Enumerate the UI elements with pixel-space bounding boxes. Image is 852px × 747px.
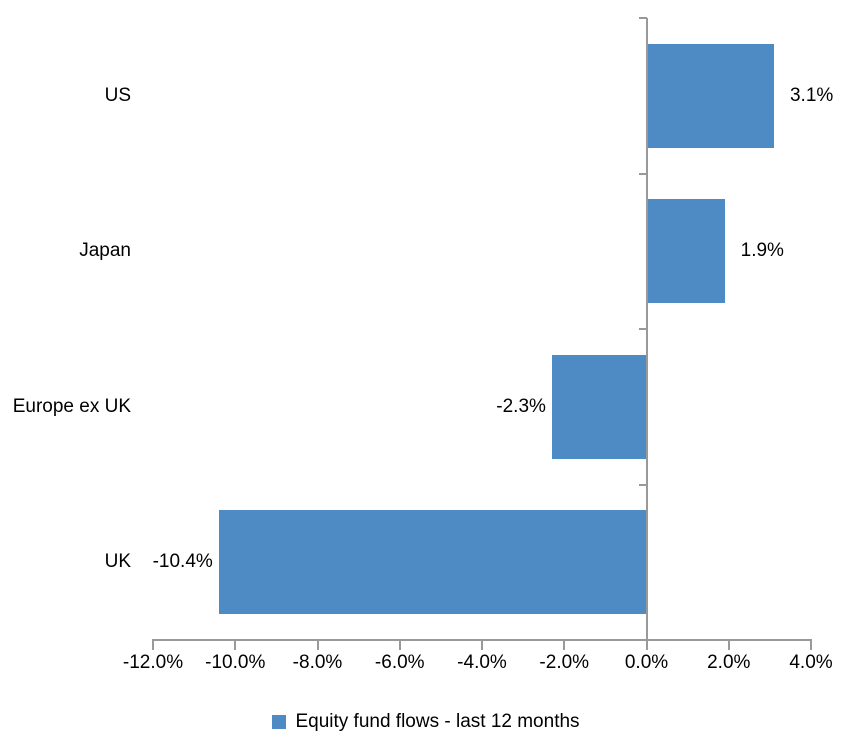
x-axis-tick <box>316 641 319 650</box>
x-axis-tick-label: -2.0% <box>539 652 590 673</box>
category-axis-tick <box>638 639 647 641</box>
x-axis-tick <box>398 641 401 650</box>
x-axis-tick-label: -12.0% <box>122 652 184 673</box>
x-axis-tick <box>234 641 237 650</box>
x-axis-tick <box>152 641 154 650</box>
category-label: US <box>104 84 131 106</box>
x-axis-tick-label: 0.0% <box>624 652 669 673</box>
x-axis-line <box>152 639 812 641</box>
x-axis-tick <box>563 641 566 650</box>
bar-europe-ex-uk <box>551 354 647 459</box>
x-axis-tick-label: -6.0% <box>374 652 425 673</box>
data-label: 1.9% <box>740 240 784 262</box>
category-label: Europe ex UK <box>12 395 131 417</box>
x-axis-tick-label: 2.0% <box>707 652 751 673</box>
x-axis-tick <box>645 641 648 650</box>
legend-label: Equity fund flows - last 12 months <box>295 711 580 732</box>
category-axis-tick <box>638 172 647 175</box>
x-axis-tick-label: -8.0% <box>292 652 343 673</box>
x-axis-tick <box>727 641 730 650</box>
category-label: UK <box>104 551 131 573</box>
x-axis-tick <box>481 641 483 650</box>
category-label: Japan <box>79 240 131 262</box>
x-axis-tick-label: -4.0% <box>457 652 507 673</box>
category-axis-tick <box>638 483 647 486</box>
x-axis-tick-label: -10.0% <box>205 652 266 673</box>
category-axis-tick <box>638 17 647 19</box>
data-label: 3.1% <box>789 84 834 106</box>
x-axis-tick <box>810 641 812 650</box>
zero-baseline <box>645 18 648 650</box>
bar-japan <box>646 199 725 304</box>
data-label: -2.3% <box>496 395 546 417</box>
bar-uk <box>218 510 647 615</box>
legend-swatch-icon <box>272 715 287 729</box>
bar-us <box>646 43 774 148</box>
data-label: -10.4% <box>152 551 213 573</box>
category-axis-tick <box>638 328 647 330</box>
x-axis-tick-label: 4.0% <box>789 652 833 673</box>
legend: Equity fund flows - last 12 months <box>0 710 852 734</box>
